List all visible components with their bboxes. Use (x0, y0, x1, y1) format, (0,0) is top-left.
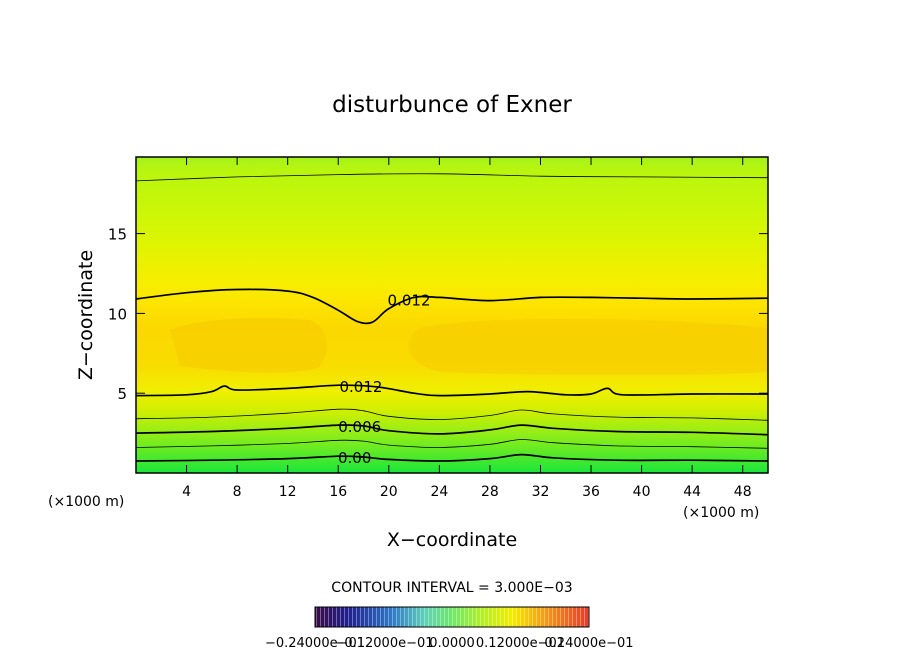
x-axis-label: X−coordinate (387, 529, 517, 551)
colorbar-tick-label: 0.12000e−01 (476, 636, 565, 651)
colorbar-tick-label: 0.0000 (429, 636, 475, 651)
plot-area (136, 157, 768, 473)
contour-lines (136, 173, 768, 462)
contour-line (136, 288, 768, 325)
x-tick-label: 48 (734, 484, 752, 500)
contour-label: 0.012 (388, 292, 431, 310)
x-tick-label: 16 (329, 484, 347, 500)
contour-labels: 0.00 0.006 0.012 0.012 (338, 292, 431, 467)
core-max-right (408, 318, 768, 375)
y-tick-label: 10 (108, 305, 127, 323)
contour-line (136, 453, 768, 462)
colorbar: −0.24000e−01−0.12000e−010.0000 0.12000e−0… (265, 606, 634, 651)
field-fill (136, 157, 768, 473)
x-tick-label: 4 (182, 484, 191, 500)
contour-interval-label: CONTOUR INTERVAL = 3.000E−03 (331, 580, 572, 596)
x-tick-label: 20 (380, 484, 398, 500)
x-unit-right: (×1000 m) (683, 505, 759, 521)
x-tick-label: 36 (582, 484, 600, 500)
colorbar-tick-label: −0.24000e−01 (265, 636, 365, 651)
x-tick-label: 32 (532, 484, 550, 500)
chart-title: disturbunce of Exner (332, 92, 572, 118)
plot-frame (135, 156, 769, 474)
x-tick-label: 28 (481, 484, 499, 500)
y-tick-label: 5 (117, 385, 127, 403)
x-tick-label: 8 (233, 484, 242, 500)
colorbar-tick-label: 0.24000e−01 (544, 636, 633, 651)
y-axis: 5 10 15 (108, 226, 768, 403)
y-tick-label: 15 (108, 226, 127, 244)
x-tick-label: 12 (279, 484, 297, 500)
x-tick-label: 40 (633, 484, 651, 500)
contour-line (136, 384, 768, 397)
contour-line (136, 408, 768, 421)
x-unit-left: (×1000 m) (48, 494, 124, 510)
core-max-left (170, 318, 328, 373)
colorbar-frame (314, 606, 590, 628)
contour-label: 0.006 (338, 418, 381, 436)
colorbar-labels: −0.24000e−01−0.12000e−010.0000 0.12000e−0… (265, 636, 634, 651)
x-tick-label: 24 (430, 484, 448, 500)
x-tick-label: 44 (683, 484, 701, 500)
colorbar-tick-label: −0.12000e−01 (333, 636, 433, 651)
contour-label: 0.00 (338, 449, 371, 467)
colorbar-stripes (315, 607, 589, 627)
contour-label: 0.012 (340, 378, 383, 396)
contour-line (136, 439, 768, 449)
x-axis: 4 8 12 16 20 24 28 32 36 40 44 48 (182, 157, 752, 500)
contour-line (136, 424, 768, 436)
contour-line (136, 173, 768, 182)
y-axis-label: Z−coordinate (75, 250, 97, 380)
